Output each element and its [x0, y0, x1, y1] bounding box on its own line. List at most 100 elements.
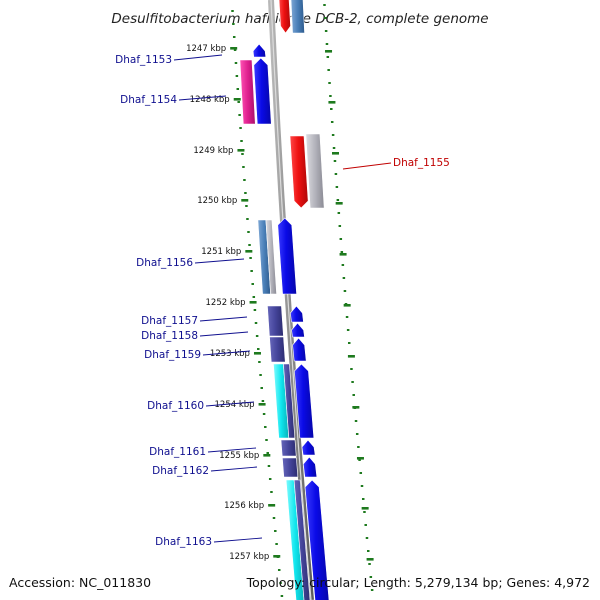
ruler-dot [270, 491, 273, 493]
gene-leader-line [199, 316, 248, 322]
gene-label-dhaf-1154[interactable]: Dhaf_1154 [120, 94, 177, 106]
ruler-dot [370, 589, 374, 591]
gene-feature-block[interactable] [277, 217, 297, 295]
gene-feature-block[interactable] [278, 0, 291, 34]
kbp-label: 1254 kbp [215, 400, 255, 410]
gene-feature-block[interactable] [290, 0, 305, 34]
ruler-dot [279, 582, 282, 584]
kbp-tick-outer [325, 50, 333, 53]
kbp-label: 1250 kbp [197, 196, 237, 206]
kbp-label: 1255 kbp [219, 451, 259, 461]
ruler-dot [277, 569, 281, 571]
gene-label-dhaf-1163[interactable]: Dhaf_1163 [155, 536, 212, 548]
gene-label-leaders [173, 54, 392, 543]
gene-feature-block[interactable] [305, 133, 325, 209]
ruler-dot [241, 153, 244, 155]
gene-leader-line [210, 466, 258, 472]
gene-feature-block[interactable] [291, 322, 305, 338]
ruler-dot [248, 244, 251, 246]
kbp-tick-outer [339, 253, 347, 256]
gene-feature-block[interactable] [269, 336, 286, 363]
ruler-dot [336, 199, 340, 201]
kbp-tick-outer [328, 101, 336, 104]
gene-label-dhaf-1153[interactable]: Dhaf_1153 [115, 54, 172, 66]
ruler-dot [368, 563, 371, 565]
ruler-dot [244, 192, 247, 194]
kbp-tick [258, 403, 266, 406]
genome-summary-text: Topology: circular; Length: 5,279,134 bp… [246, 575, 590, 590]
gene-feature-block[interactable] [304, 479, 330, 600]
gene-feature-block[interactable] [292, 337, 307, 362]
ruler-dot [330, 121, 334, 123]
gene-label-dhaf-1159[interactable]: Dhaf_1159 [144, 349, 201, 361]
ruler-dot [355, 433, 359, 435]
ruler-dot [232, 23, 235, 25]
gene-feature-block[interactable] [301, 439, 316, 456]
gene-label-dhaf-1160[interactable]: Dhaf_1160 [147, 400, 204, 412]
ruler-dot [260, 387, 263, 389]
gene-feature-block[interactable] [253, 57, 272, 125]
ruler-dot [324, 17, 327, 19]
gene-feature-block[interactable] [252, 43, 267, 58]
gene-leader-line [202, 350, 251, 356]
kbp-tick [233, 98, 241, 101]
gene-feature-block[interactable] [267, 305, 284, 337]
gene-feature-block[interactable] [283, 363, 296, 439]
kbp-label: 1253 kbp [210, 349, 250, 359]
ruler-dot [367, 550, 370, 552]
ruler-dot [272, 517, 276, 519]
ruler-dot [330, 108, 333, 110]
gene-leader-line [194, 258, 245, 264]
ruler-dot [268, 478, 272, 480]
ruler-dot [354, 420, 358, 422]
gene-feature-block[interactable] [265, 219, 277, 295]
gene-feature-block[interactable] [293, 479, 311, 600]
ruler-dot [243, 179, 246, 181]
ruler-dot [261, 400, 265, 402]
gene-feature-block[interactable] [239, 59, 256, 125]
ruler-dot [325, 43, 329, 45]
gene-feature-block[interactable] [289, 135, 309, 209]
gene-feature-block[interactable] [302, 456, 318, 478]
ruler-dot [358, 459, 361, 461]
gene-label-dhaf-1155[interactable]: Dhaf_1155 [393, 157, 450, 169]
gene-leader-line [173, 54, 223, 61]
ruler-dot [232, 36, 236, 38]
ruler-dot [359, 472, 363, 474]
kbp-tick [241, 199, 249, 202]
gene-label-dhaf-1156[interactable]: Dhaf_1156 [136, 257, 193, 269]
kbp-tick-outer [352, 406, 360, 409]
ruler-dot [360, 485, 364, 487]
gene-labels: Dhaf_1153 Dhaf_1154 Dhaf_1155 Dhaf_1156 Dhaf… [115, 54, 450, 548]
ruler-dot [237, 101, 240, 103]
ruler-dotted-guides [231, 4, 374, 597]
kbp-tick-outer [366, 558, 374, 561]
ruler-dot [364, 524, 367, 526]
ruler-dot [324, 30, 328, 32]
gene-feature-block[interactable] [280, 439, 297, 457]
ruler-dot [280, 595, 284, 597]
kbp-tick [230, 47, 238, 50]
ruler-dot [334, 173, 338, 175]
gene-label-dhaf-1162[interactable]: Dhaf_1162 [152, 465, 209, 477]
kbp-label: 1249 kbp [193, 146, 233, 156]
ruler-dot [339, 238, 343, 240]
gene-feature-block[interactable] [294, 363, 315, 439]
gene-label-dhaf-1157[interactable]: Dhaf_1157 [141, 315, 198, 327]
gene-label-dhaf-1161[interactable]: Dhaf_1161 [149, 446, 206, 458]
gene-feature-block[interactable] [285, 479, 305, 600]
kbp-tick [268, 504, 276, 507]
gene-label-dhaf-1158[interactable]: Dhaf_1158 [141, 330, 198, 342]
kbp-tick [263, 454, 271, 457]
ruler-dot [245, 205, 248, 207]
ruler-dot [231, 10, 234, 12]
ruler-dot [343, 290, 347, 292]
ruler-dot [338, 225, 342, 227]
ruler-dot [365, 537, 369, 539]
ruler-dot [235, 75, 239, 77]
ruler-dot [262, 413, 266, 415]
gene-feature-block[interactable] [282, 457, 299, 478]
gene-feature-block[interactable] [290, 305, 304, 323]
ruler-dot [236, 88, 240, 90]
